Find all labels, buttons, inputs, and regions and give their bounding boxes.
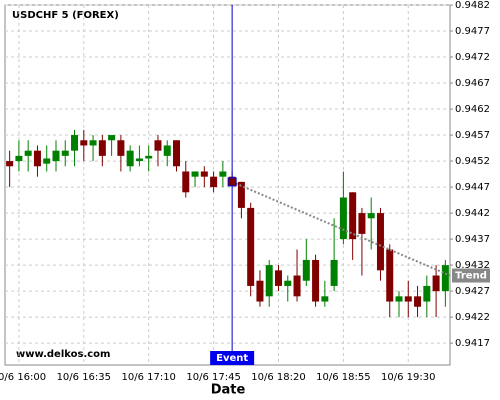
- candle-body: [330, 259, 338, 286]
- candle-body: [293, 275, 301, 297]
- candle-body: [312, 259, 320, 302]
- y-tick-label: 0.9427: [455, 286, 490, 297]
- x-tick-label: 10/6 17:10: [121, 372, 175, 383]
- candle-body: [247, 207, 255, 286]
- candle-body: [33, 150, 41, 167]
- candle-body: [6, 161, 14, 167]
- candle-body: [274, 270, 282, 286]
- candle-body: [441, 265, 449, 292]
- candle-body: [71, 135, 79, 151]
- candle-body: [89, 140, 97, 146]
- candle-body: [182, 171, 190, 193]
- y-tick-label: 0.9457: [455, 130, 490, 141]
- candle-body: [376, 213, 384, 271]
- candle-body: [284, 280, 292, 286]
- candle-body: [404, 296, 412, 302]
- candle-body: [52, 150, 60, 162]
- candle-body: [61, 150, 69, 156]
- candle-body: [108, 135, 116, 141]
- candle-body: [265, 265, 273, 297]
- y-tick-label: 0.9482: [455, 0, 490, 11]
- candle-body: [302, 259, 310, 281]
- candle-body: [135, 158, 143, 162]
- event-label: Event: [216, 353, 248, 364]
- candle-body: [154, 140, 162, 151]
- candle-body: [219, 171, 227, 177]
- y-tick-label: 0.9422: [455, 312, 490, 323]
- candle-body: [117, 140, 125, 156]
- trend-label: Trend: [455, 271, 487, 282]
- trend-label-box: [452, 268, 490, 283]
- x-axis-label: Date: [211, 383, 246, 398]
- x-tick-label: 10/6 19:30: [381, 372, 435, 383]
- candle-body: [349, 192, 357, 240]
- plot-area: [4, 4, 451, 366]
- y-tick-label: 0.9417: [455, 338, 490, 349]
- candle-body: [395, 296, 403, 302]
- candle-body: [237, 181, 245, 208]
- candle-body: [98, 140, 106, 156]
- y-tick-label: 0.9467: [455, 78, 490, 89]
- y-tick-label: 0.9452: [455, 156, 490, 167]
- candle-body: [414, 296, 422, 307]
- x-tick-label: 10/6 18:20: [251, 372, 305, 383]
- y-tick-label: 0.9462: [455, 104, 490, 115]
- candle-body: [339, 197, 347, 240]
- candle-body: [200, 171, 208, 177]
- x-tick-label: 10/6 17:45: [186, 372, 240, 383]
- candle-body: [358, 213, 366, 234]
- y-tick-label: 0.9442: [455, 208, 490, 219]
- candle-body: [173, 140, 181, 167]
- candle-body: [43, 158, 51, 164]
- candle-body: [80, 140, 88, 146]
- candle-body: [126, 150, 134, 167]
- candle-body: [191, 171, 199, 177]
- x-tick-label: 10/6 16:00: [0, 372, 46, 383]
- event-marker: [227, 177, 237, 187]
- x-tick-label: 10/6 18:55: [316, 372, 370, 383]
- y-tick-label: 0.9477: [455, 26, 490, 37]
- candle-body: [15, 155, 23, 162]
- candle-body: [321, 296, 329, 302]
- event-label-box: [210, 351, 255, 365]
- y-tick-label: 0.9437: [455, 234, 490, 245]
- candle-body: [386, 249, 394, 302]
- candle-body: [145, 155, 153, 159]
- y-tick-label: 0.9472: [455, 52, 490, 63]
- candle-body: [256, 280, 264, 302]
- y-tick-label: 0.9447: [455, 182, 490, 193]
- candle-body: [24, 150, 32, 156]
- chart-title: USDCHF 5 (FOREX): [12, 10, 119, 21]
- x-tick-label: 10/6 16:35: [57, 372, 111, 383]
- watermark: www.delkos.com: [16, 349, 110, 360]
- y-tick-label: 0.9432: [455, 260, 490, 271]
- candle-body: [432, 275, 440, 292]
- trend-line: [231, 180, 451, 277]
- candle-body: [210, 176, 218, 188]
- candle-body: [367, 213, 375, 219]
- candle-body: [423, 285, 431, 302]
- candle-body: [163, 145, 171, 156]
